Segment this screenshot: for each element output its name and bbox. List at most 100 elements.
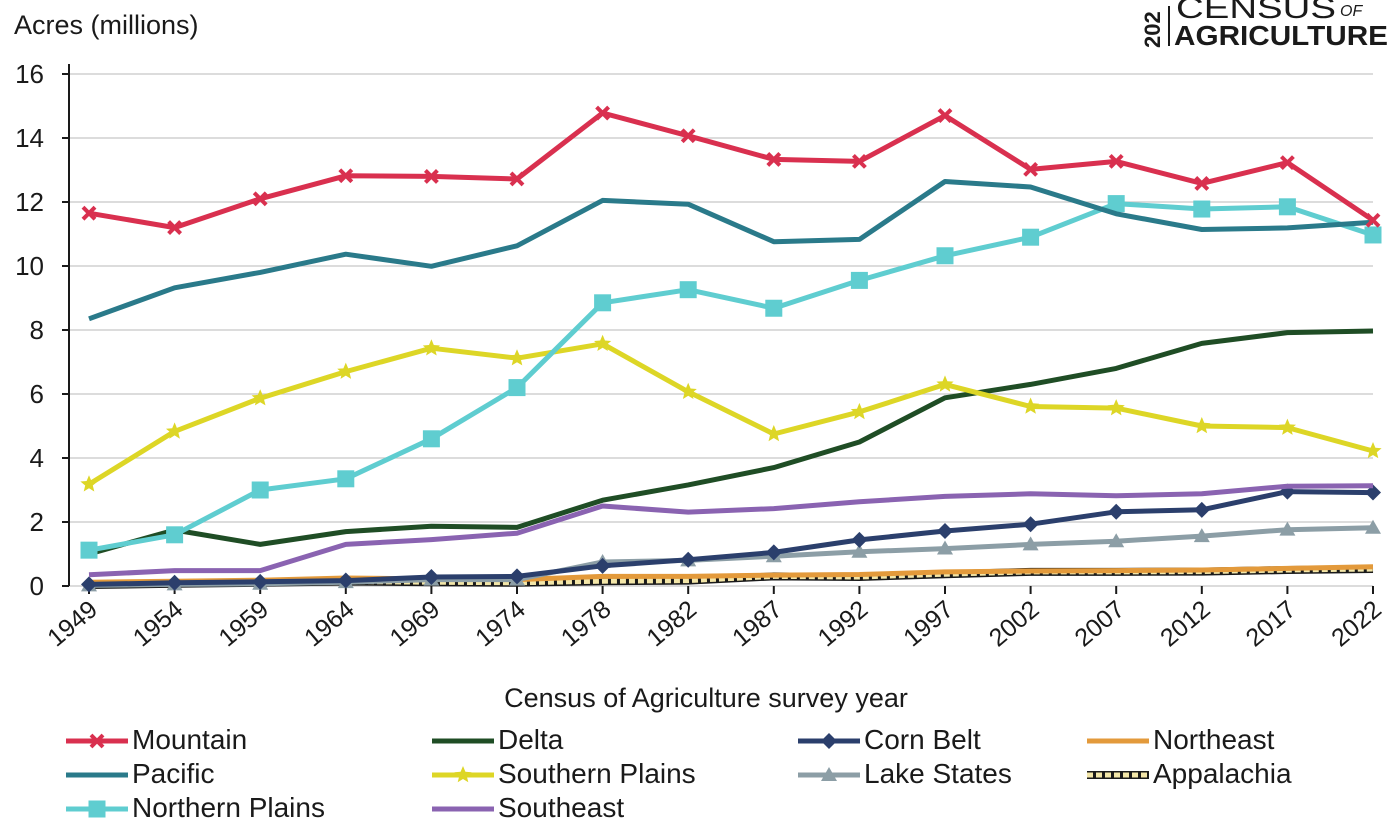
legend-item-northern-plains: Northern Plains: [66, 792, 325, 823]
y-tick-label: 6: [30, 379, 44, 409]
data-point: [422, 430, 440, 448]
data-point: [337, 362, 355, 379]
series-line: [88, 489, 1374, 587]
x-axis-title: Census of Agriculture survey year: [504, 683, 908, 713]
legend: Mountain Delta Corn Belt Northeast Pacific So…: [66, 724, 1292, 823]
legend-marker: [821, 767, 837, 781]
data-point: [595, 105, 611, 121]
legend-label: Mountain: [132, 724, 247, 755]
legend-label: Delta: [498, 724, 564, 755]
data-point: [936, 247, 954, 265]
data-point: [1107, 399, 1125, 416]
data-point: [594, 557, 611, 574]
x-tick-label: 1969: [385, 595, 446, 652]
data-point: [252, 191, 268, 207]
data-point: [851, 543, 868, 558]
legend-item-delta: Delta: [432, 724, 564, 755]
data-point: [1193, 528, 1210, 543]
data-point: [338, 168, 354, 184]
legend-label: Lake States: [864, 758, 1012, 789]
legend-marker: [88, 800, 106, 818]
legend-label: Appalachia: [1153, 758, 1292, 789]
x-tick-label: 1954: [128, 595, 189, 652]
legend-label: Northern Plains: [132, 792, 325, 823]
y-tick-label: 8: [30, 315, 44, 345]
series-southern-plains: [80, 334, 1382, 492]
data-point: [1108, 533, 1125, 548]
y-tick-label: 0: [30, 571, 44, 601]
data-point: [937, 540, 953, 555]
y-axis-ticks: 0 2 4 6 8 10 12 14 16: [15, 59, 69, 601]
data-point: [422, 339, 440, 356]
y-tick-label: 2: [30, 507, 44, 537]
x-tick-label: 2007: [1069, 595, 1130, 652]
data-point: [167, 220, 183, 236]
data-point: [851, 531, 868, 548]
data-point: [765, 425, 783, 442]
data-point: [423, 168, 439, 184]
series-corn-belt: [81, 483, 1381, 593]
data-point: [1108, 503, 1125, 520]
x-tick-label: 1987: [727, 595, 788, 652]
x-tick-label: 2012: [1155, 595, 1216, 652]
data-point: [1193, 417, 1211, 434]
data-point: [1278, 418, 1296, 435]
legend-item-lake-states: Lake States: [798, 758, 1012, 789]
data-point: [423, 569, 440, 586]
legend-item-corn-belt: Corn Belt: [798, 724, 981, 755]
legend-marker: [821, 733, 837, 749]
legend-item-pacific: Pacific: [66, 758, 214, 789]
data-point: [1023, 161, 1039, 177]
data-point: [509, 568, 525, 585]
data-point: [80, 475, 98, 492]
data-point: [850, 271, 868, 289]
data-point: [508, 379, 526, 397]
data-point: [509, 171, 525, 187]
data-point: [937, 108, 953, 124]
data-point: [1193, 501, 1210, 518]
data-point: [765, 299, 783, 317]
x-tick-label: 1949: [42, 595, 103, 652]
data-point: [1022, 228, 1040, 246]
logo-agriculture: AGRICULTURE: [1174, 20, 1388, 51]
y-tick-label: 12: [15, 187, 44, 217]
census-logo: 202 CENSUS OF AGRICULTURE: [1140, 0, 1388, 51]
series-line: [87, 341, 1374, 487]
series-line: [88, 201, 1374, 553]
data-point: [1365, 484, 1381, 501]
data-point: [1364, 442, 1382, 459]
data-point: [1365, 212, 1381, 228]
data-point: [337, 470, 355, 488]
legend-item-appalachia: Appalachia: [1087, 758, 1292, 789]
legend-label: Pacific: [132, 758, 214, 789]
data-point: [1365, 519, 1381, 534]
data-point: [252, 573, 269, 590]
data-point: [594, 334, 612, 351]
data-point: [936, 375, 954, 392]
logo-of: OF: [1340, 3, 1363, 20]
data-point: [1279, 155, 1295, 171]
series-lines: [80, 105, 1382, 593]
data-point: [937, 522, 953, 539]
data-point: [81, 205, 97, 221]
x-tick-label: 1982: [641, 595, 702, 652]
series-northern-plains: [80, 195, 1382, 559]
series-line: [88, 110, 1375, 231]
data-point: [166, 526, 184, 544]
data-point: [680, 128, 696, 144]
series-delta: [88, 328, 1374, 557]
data-point: [851, 153, 867, 169]
y-tick-label: 10: [15, 251, 44, 281]
x-tick-label: 1959: [213, 595, 274, 652]
series-line: [88, 179, 1374, 322]
x-tick-label: 2022: [1326, 595, 1387, 652]
x-tick-label: 1964: [299, 595, 360, 652]
series-line: [88, 566, 1374, 588]
data-point: [508, 349, 526, 366]
data-point: [81, 576, 97, 593]
y-tick-label: 4: [30, 443, 44, 473]
data-point: [850, 402, 868, 420]
series-line: [88, 328, 1374, 557]
data-point: [1278, 198, 1296, 216]
